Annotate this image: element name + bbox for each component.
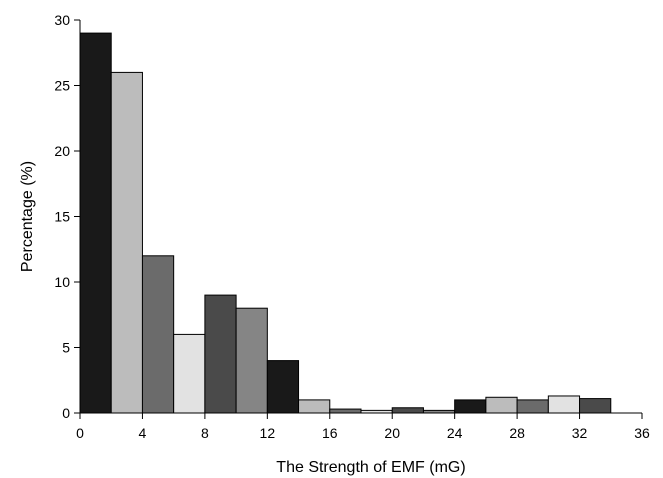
- histogram-bar-7: [266, 360, 300, 414]
- histogram-bar-16: [547, 395, 581, 414]
- x-tick-label: 32: [572, 425, 588, 441]
- y-tick-label: 10: [54, 274, 70, 290]
- y-tick-label: 25: [54, 78, 70, 94]
- x-tick-label: 12: [260, 425, 276, 441]
- y-tick-label: 5: [62, 340, 70, 356]
- histogram-bar-8: [298, 399, 331, 414]
- x-tick-label: 0: [76, 425, 84, 441]
- y-tick-label: 15: [54, 209, 70, 225]
- histogram-bar-6: [235, 307, 268, 414]
- x-ticks-group: 0 4 8 12 16 20 24 28 32 36: [76, 413, 650, 441]
- histogram-bar-4: [173, 333, 206, 414]
- histogram-bar-1: [79, 32, 112, 414]
- histogram-bar-9: [329, 408, 362, 414]
- histogram-bar-17: [579, 398, 612, 414]
- histogram-bar-13: [454, 399, 487, 414]
- x-tick-label: 16: [322, 425, 338, 441]
- x-tick-label: 8: [201, 425, 209, 441]
- bars-group: [79, 32, 612, 414]
- histogram-bar-15: [516, 399, 549, 414]
- x-tick-label: 28: [509, 425, 525, 441]
- histogram-bar-5: [204, 294, 237, 414]
- histogram-bar-11: [391, 407, 424, 414]
- y-tick-label: 30: [54, 12, 70, 28]
- y-tick-label: 0: [62, 405, 70, 421]
- y-axis-title: Percentage (%): [19, 161, 36, 272]
- x-tick-label: 36: [634, 425, 650, 441]
- y-tick-label: 20: [54, 143, 70, 159]
- histogram-bar-14: [485, 396, 518, 414]
- histogram-bar-2: [110, 71, 143, 414]
- y-ticks-group: 0 5 10 15 20 25 30: [54, 12, 80, 421]
- x-tick-label: 4: [139, 425, 147, 441]
- x-tick-label: 24: [447, 425, 463, 441]
- x-tick-label: 20: [384, 425, 400, 441]
- histogram-bar-3: [141, 255, 175, 414]
- x-axis-title: The Strength of EMF (mG): [276, 459, 465, 476]
